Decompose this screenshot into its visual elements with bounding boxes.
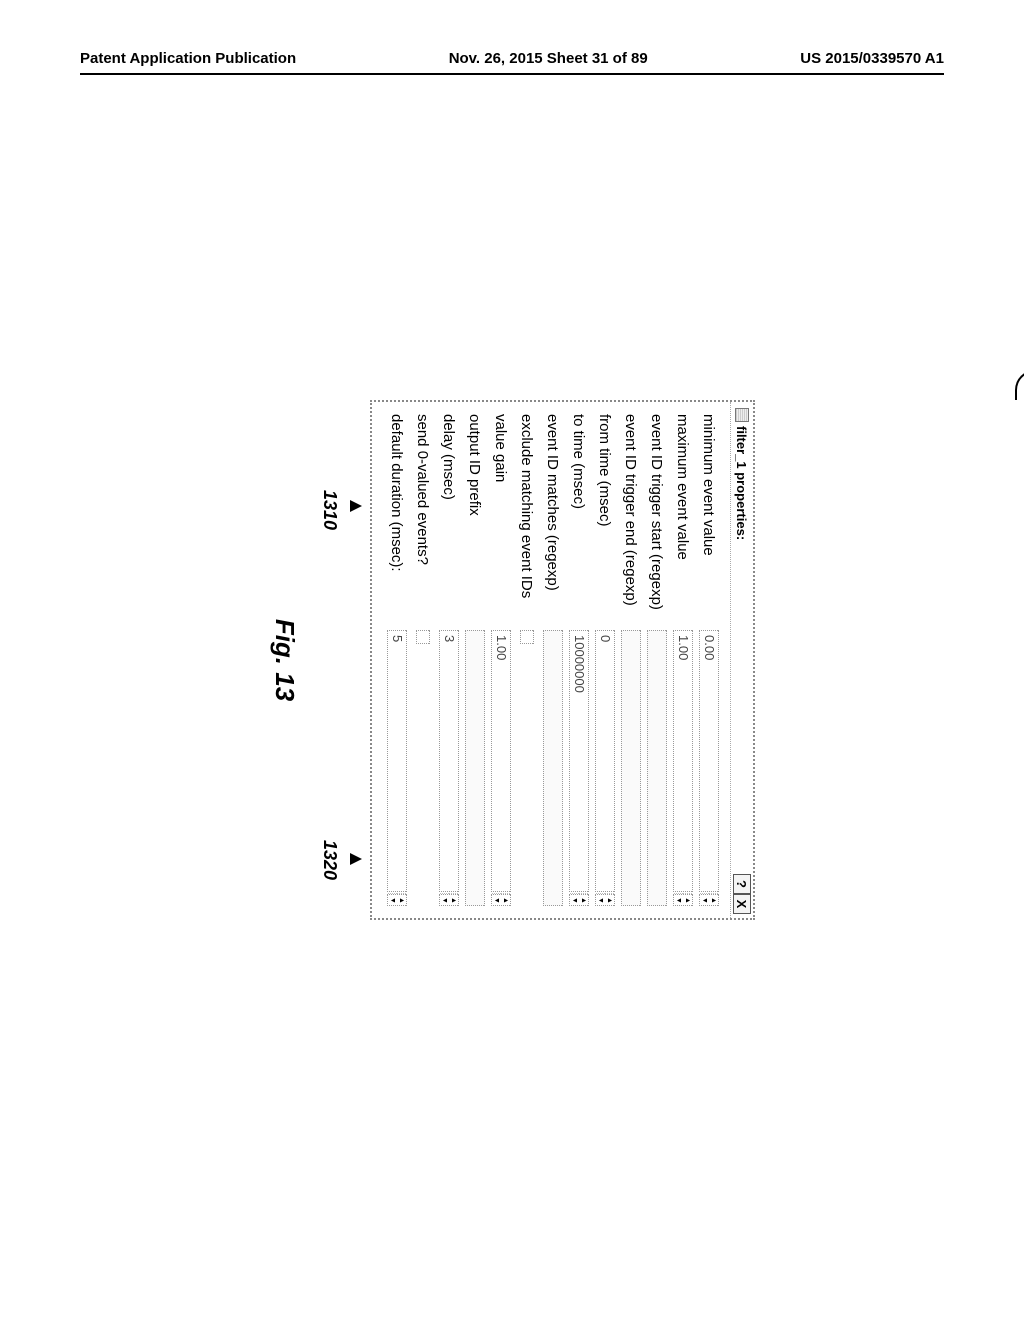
value-group: 0▲▼	[595, 630, 615, 906]
page-header: Patent Application Publication Nov. 26, …	[80, 50, 944, 75]
properties-dialog: filter_1 properties: ? X minimum event v…	[370, 400, 755, 920]
leader-line	[1015, 370, 1024, 400]
property-row: exclude matching event IDs	[514, 414, 540, 906]
property-row: event ID trigger end (regexp)	[618, 414, 644, 906]
spin-down-icon[interactable]: ▼	[596, 893, 605, 907]
value-group	[621, 630, 641, 906]
window-icon	[735, 408, 749, 422]
ref-1310: 1310	[319, 490, 340, 530]
property-row: event ID matches (regexp)	[540, 414, 566, 906]
spinner[interactable]: ▲▼	[439, 894, 459, 906]
property-row: to time (msec)10000000▲▼	[566, 414, 592, 906]
value-input[interactable]	[621, 630, 641, 906]
property-label: to time (msec)	[571, 414, 588, 624]
pub-number: US 2015/0339570 A1	[800, 50, 944, 67]
value-group: 3▲▼	[439, 630, 459, 906]
dialog-body: minimum event value0.00▲▼maximum event v…	[372, 402, 730, 918]
property-label: maximum event value	[675, 414, 692, 624]
property-label: delay (msec)	[441, 414, 458, 624]
value-input[interactable]	[543, 630, 563, 906]
value-input[interactable]: 1.00	[491, 630, 511, 892]
property-label: default duration (msec):	[389, 414, 406, 624]
date-sheet: Nov. 26, 2015 Sheet 31 of 89	[449, 50, 648, 67]
property-label: value gain	[493, 414, 510, 624]
property-row: event ID trigger start (regexp)	[644, 414, 670, 906]
property-row: send 0-valued events?	[410, 414, 436, 906]
checkbox[interactable]	[416, 630, 430, 644]
value-input[interactable]: 10000000	[569, 630, 589, 892]
spin-up-icon[interactable]: ▲	[501, 893, 510, 907]
spin-down-icon[interactable]: ▼	[492, 893, 501, 907]
value-group	[520, 630, 534, 906]
property-label: from time (msec)	[597, 414, 614, 624]
value-group: 0.00▲▼	[699, 630, 719, 906]
spin-down-icon[interactable]: ▼	[440, 893, 449, 907]
value-group	[647, 630, 667, 906]
spin-up-icon[interactable]: ▲	[579, 893, 588, 907]
spin-up-icon[interactable]: ▲	[397, 893, 406, 907]
spinner[interactable]: ▲▼	[595, 894, 615, 906]
property-row: minimum event value0.00▲▼	[696, 414, 722, 906]
value-input[interactable]: 5	[387, 630, 407, 892]
spin-up-icon[interactable]: ▲	[709, 893, 718, 907]
property-row: default duration (msec):5▲▼	[384, 414, 410, 906]
value-input[interactable]: 1.00	[673, 630, 693, 892]
property-label: minimum event value	[701, 414, 718, 624]
property-row: output ID prefix	[462, 414, 488, 906]
value-group: 1.00▲▼	[673, 630, 693, 906]
value-group: 10000000▲▼	[569, 630, 589, 906]
spinner[interactable]: ▲▼	[673, 894, 693, 906]
spinner[interactable]: ▲▼	[491, 894, 511, 906]
spin-down-icon[interactable]: ▼	[570, 893, 579, 907]
value-group: 5▲▼	[387, 630, 407, 906]
property-row: from time (msec)0▲▼	[592, 414, 618, 906]
checkbox[interactable]	[520, 630, 534, 644]
property-row: maximum event value1.00▲▼	[670, 414, 696, 906]
spinner[interactable]: ▲▼	[569, 894, 589, 906]
dialog-title: filter_1 properties:	[735, 426, 750, 540]
spin-up-icon[interactable]: ▲	[683, 893, 692, 907]
value-input[interactable]	[647, 630, 667, 906]
spin-up-icon[interactable]: ▲	[449, 893, 458, 907]
property-label: event ID trigger end (regexp)	[623, 414, 640, 624]
spin-up-icon[interactable]: ▲	[605, 893, 614, 907]
spin-down-icon[interactable]: ▼	[388, 893, 397, 907]
figure-wrap: filter_1 properties: ? X minimum event v…	[269, 400, 755, 920]
callouts: 1310 1320	[310, 400, 370, 920]
figure-caption: Fig. 13	[269, 400, 300, 920]
arrow-icon	[350, 853, 362, 865]
value-group	[416, 630, 430, 906]
spinner[interactable]: ▲▼	[699, 894, 719, 906]
property-label: event ID trigger start (regexp)	[649, 414, 666, 624]
value-input[interactable]: 0	[595, 630, 615, 892]
spinner[interactable]: ▲▼	[387, 894, 407, 906]
help-button[interactable]: ?	[733, 874, 751, 894]
arrow-icon	[350, 500, 362, 512]
pub-label: Patent Application Publication	[80, 50, 296, 67]
property-label: send 0-valued events?	[415, 414, 432, 624]
property-row: delay (msec)3▲▼	[436, 414, 462, 906]
value-input[interactable]: 3	[439, 630, 459, 892]
value-input[interactable]	[465, 630, 485, 906]
value-group: 1.00▲▼	[491, 630, 511, 906]
value-input[interactable]: 0.00	[699, 630, 719, 892]
ref-1320: 1320	[319, 840, 340, 880]
close-button[interactable]: X	[733, 894, 751, 914]
spin-down-icon[interactable]: ▼	[674, 893, 683, 907]
spin-down-icon[interactable]: ▼	[700, 893, 709, 907]
property-label: output ID prefix	[467, 414, 484, 624]
titlebar: filter_1 properties: ? X	[730, 402, 753, 918]
property-label: event ID matches (regexp)	[545, 414, 562, 624]
property-label: exclude matching event IDs	[519, 414, 536, 624]
value-group	[465, 630, 485, 906]
value-group	[543, 630, 563, 906]
property-row: value gain1.00▲▼	[488, 414, 514, 906]
